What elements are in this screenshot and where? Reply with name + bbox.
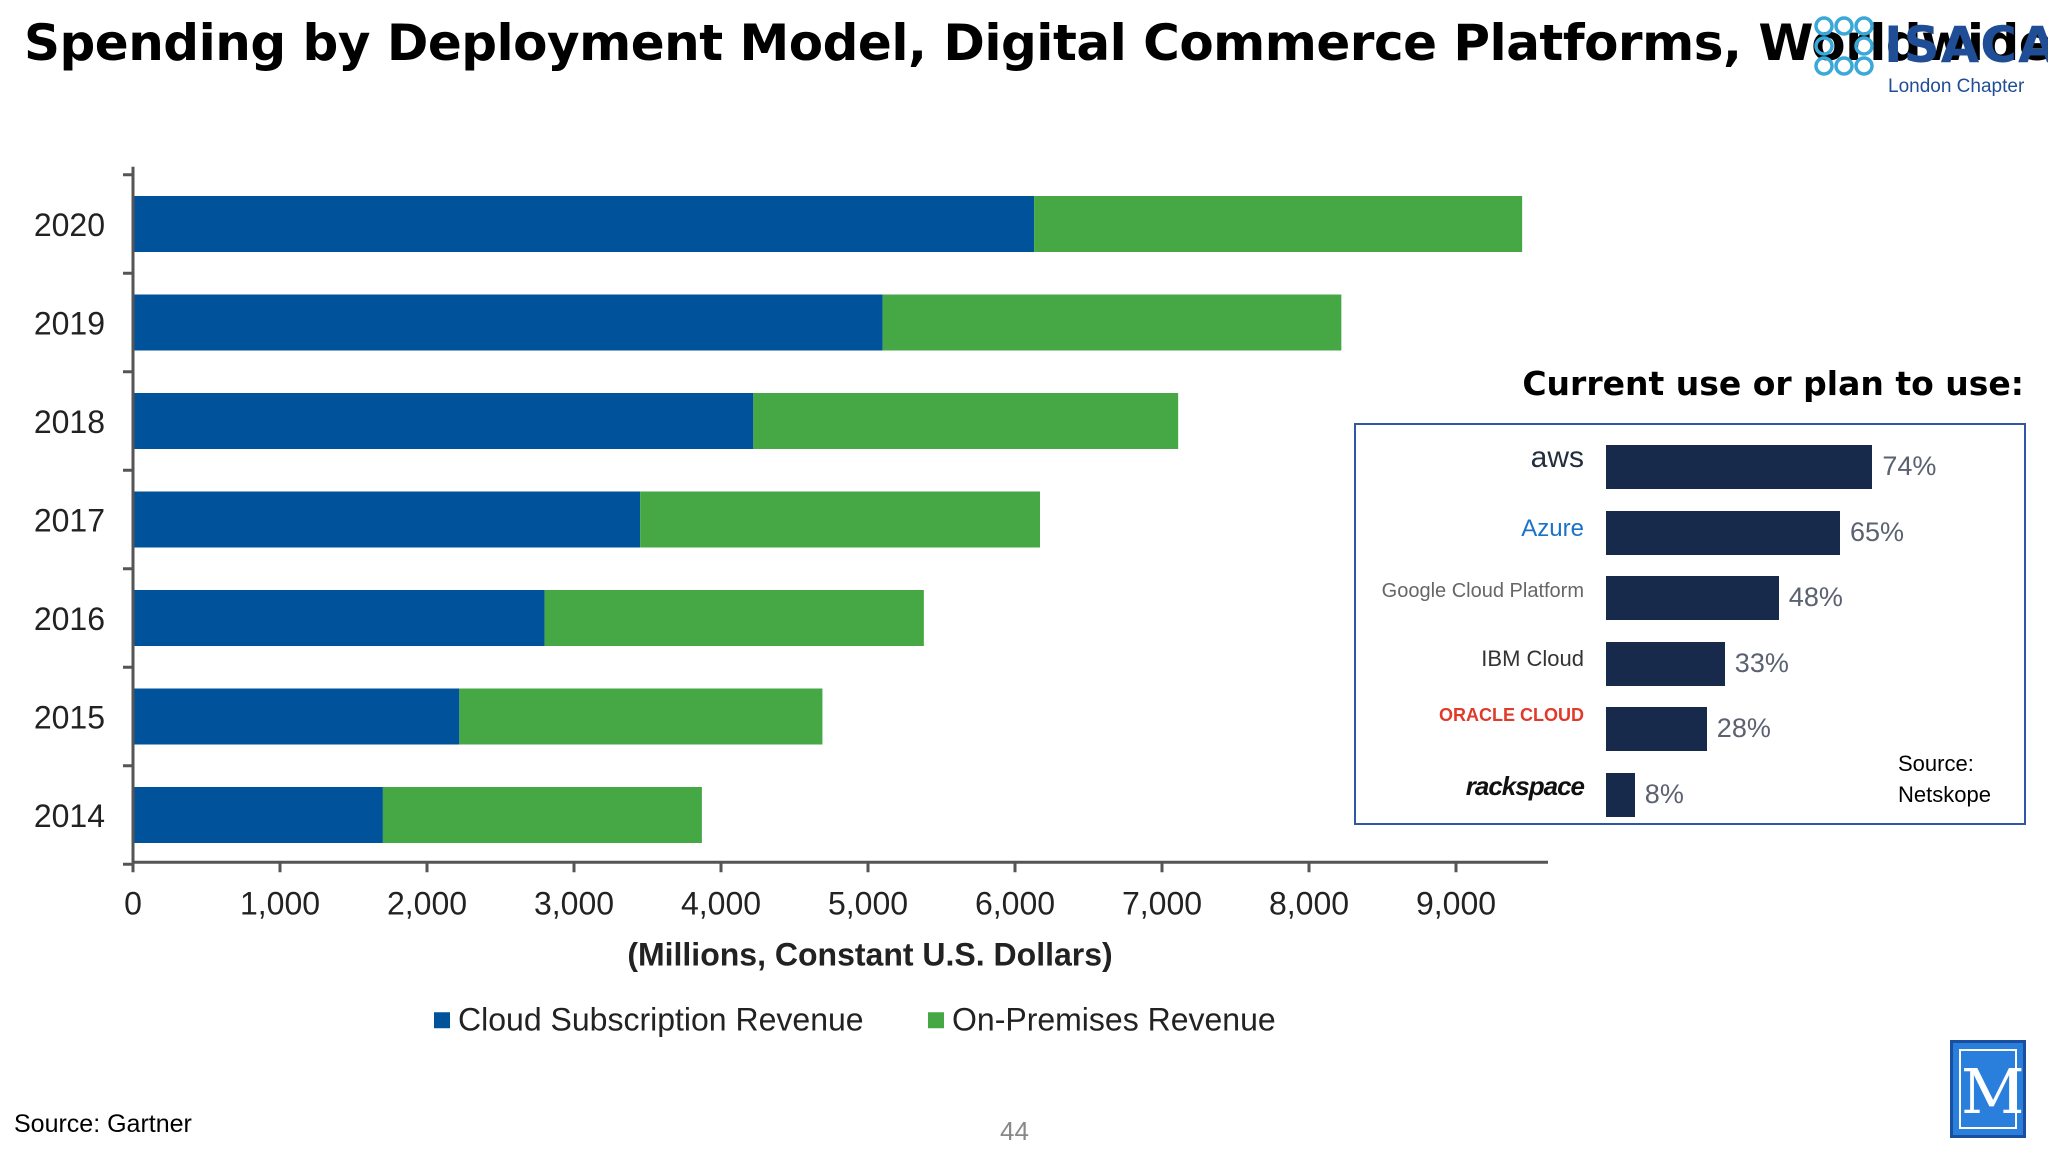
provider-label-google-cloud: Google Cloud Platform <box>1381 580 1584 602</box>
bar-2015-cloud <box>133 688 460 745</box>
source-gartner: Source: Gartner <box>14 1110 192 1138</box>
provider-value-rackspace: 8% <box>1644 778 1684 809</box>
y-tick-label: 2019 <box>34 306 105 342</box>
provider-label-azure: Azure <box>1521 514 1584 542</box>
provider-label-ibm-cloud: IBM Cloud <box>1481 645 1584 671</box>
inset-title: Current use or plan to use: <box>1522 364 2024 403</box>
y-tick-label: 2018 <box>34 404 105 440</box>
provider-row-azure: Azure 65% <box>1356 507 2024 567</box>
legend-label: Cloud Subscription Revenue <box>458 1001 864 1037</box>
bar-2020-cloud <box>133 196 1035 252</box>
spending-stacked-bar-chart: 2020 2019 2018 2017 2016 2015 2014 0 1,000 2,000 3… <box>34 166 1548 1037</box>
provider-value-google-cloud: 48% <box>1788 582 1843 612</box>
provider-value-ibm-cloud: 33% <box>1734 647 1789 678</box>
bar-2019-on-premises <box>882 294 1342 351</box>
bar-2017-cloud <box>133 491 641 548</box>
provider-value-oracle-cloud: 28% <box>1716 713 1771 743</box>
x-tick-label: 8,000 <box>1269 885 1349 921</box>
isaca-mark-icon <box>1814 16 1874 76</box>
isaca-subtitle: London Chapter <box>1888 76 2025 97</box>
provider-value-azure: 65% <box>1850 516 1905 547</box>
legend-swatch <box>434 1012 450 1029</box>
provider-label-rackspace: rackspace <box>1465 770 1585 801</box>
y-tick-label: 2015 <box>34 700 105 736</box>
bars-group <box>133 196 1523 843</box>
legend-label: On-Premises Revenue <box>952 1001 1276 1037</box>
provider-row-oracle-cloud: ORACLE CLOUD 28% <box>1356 703 2024 763</box>
bar-2018-on-premises <box>753 393 1179 449</box>
axes-group: 2020 2019 2018 2017 2016 2015 2014 0 1,000 2,000 3… <box>34 166 1548 972</box>
bar-2016-cloud <box>133 590 545 646</box>
x-tick-label: 7,000 <box>1122 885 1202 921</box>
provider-value-aws: 74% <box>1882 451 1937 481</box>
x-tick-label: 6,000 <box>975 885 1055 921</box>
y-tick-label: 2016 <box>34 601 105 637</box>
cloud-provider-chart: aws 74% Azure 65% Google Cloud Platform 48% IB… <box>1354 423 2026 825</box>
isaca-wordmark: ISACA <box>1884 16 2048 74</box>
provider-label-aws: aws <box>1530 441 1584 474</box>
bar-2018-cloud <box>133 393 754 449</box>
bar-2014-on-premises <box>382 787 702 843</box>
x-tick-label: 5,000 <box>828 885 908 921</box>
provider-bar-ibm-cloud <box>1606 641 1725 686</box>
bar-2014-cloud <box>133 787 383 843</box>
provider-label-oracle-cloud: ORACLE CLOUD <box>1439 705 1584 725</box>
provider-row-google-cloud: Google Cloud Platform 48% <box>1356 572 2024 632</box>
provider-row-ibm-cloud: IBM Cloud 33% <box>1356 638 2024 698</box>
slide-title: Spending by Deployment Model, Digital Co… <box>24 14 2048 72</box>
provider-bar-rackspace <box>1606 772 1635 817</box>
provider-bar-aws <box>1606 445 1873 489</box>
x-axis-title: (Millions, Constant U.S. Dollars) <box>627 936 1112 972</box>
page-number: 44 <box>1000 1116 1029 1146</box>
bar-2016-on-premises <box>544 590 924 646</box>
legend-group: Cloud Subscription Revenue On-Premises Re… <box>434 1001 1276 1037</box>
m-logo-letter: M <box>1959 1049 2024 1129</box>
x-tick-label: 9,000 <box>1416 885 1496 921</box>
provider-bar-azure <box>1606 510 1840 555</box>
x-tick-label: 4,000 <box>681 885 761 921</box>
x-tick-label: 3,000 <box>534 885 614 921</box>
y-tick-label: 2020 <box>34 207 105 243</box>
x-tick-label: 1,000 <box>240 885 320 921</box>
y-tick-label: 2014 <box>34 798 105 834</box>
x-tick-label: 2,000 <box>387 885 467 921</box>
m-logo: M <box>1950 1040 2026 1138</box>
bar-2017-on-premises <box>640 491 1040 548</box>
inset-source: Source: Netskope <box>1898 751 1991 807</box>
provider-row-aws: aws 74% <box>1356 441 2024 501</box>
legend-swatch <box>928 1012 944 1029</box>
provider-bar-google-cloud <box>1606 576 1779 620</box>
provider-bar-oracle-cloud <box>1606 707 1707 751</box>
bar-2020-on-premises <box>1034 196 1523 252</box>
isaca-logo: ISACA London Chapter <box>1812 14 2048 104</box>
x-tick-label: 0 <box>124 885 142 921</box>
provider-row-rackspace: rackspace 8% <box>1356 769 2024 829</box>
bar-2019-cloud <box>133 294 883 351</box>
y-tick-label: 2017 <box>34 503 105 539</box>
bar-2015-on-premises <box>459 688 823 745</box>
